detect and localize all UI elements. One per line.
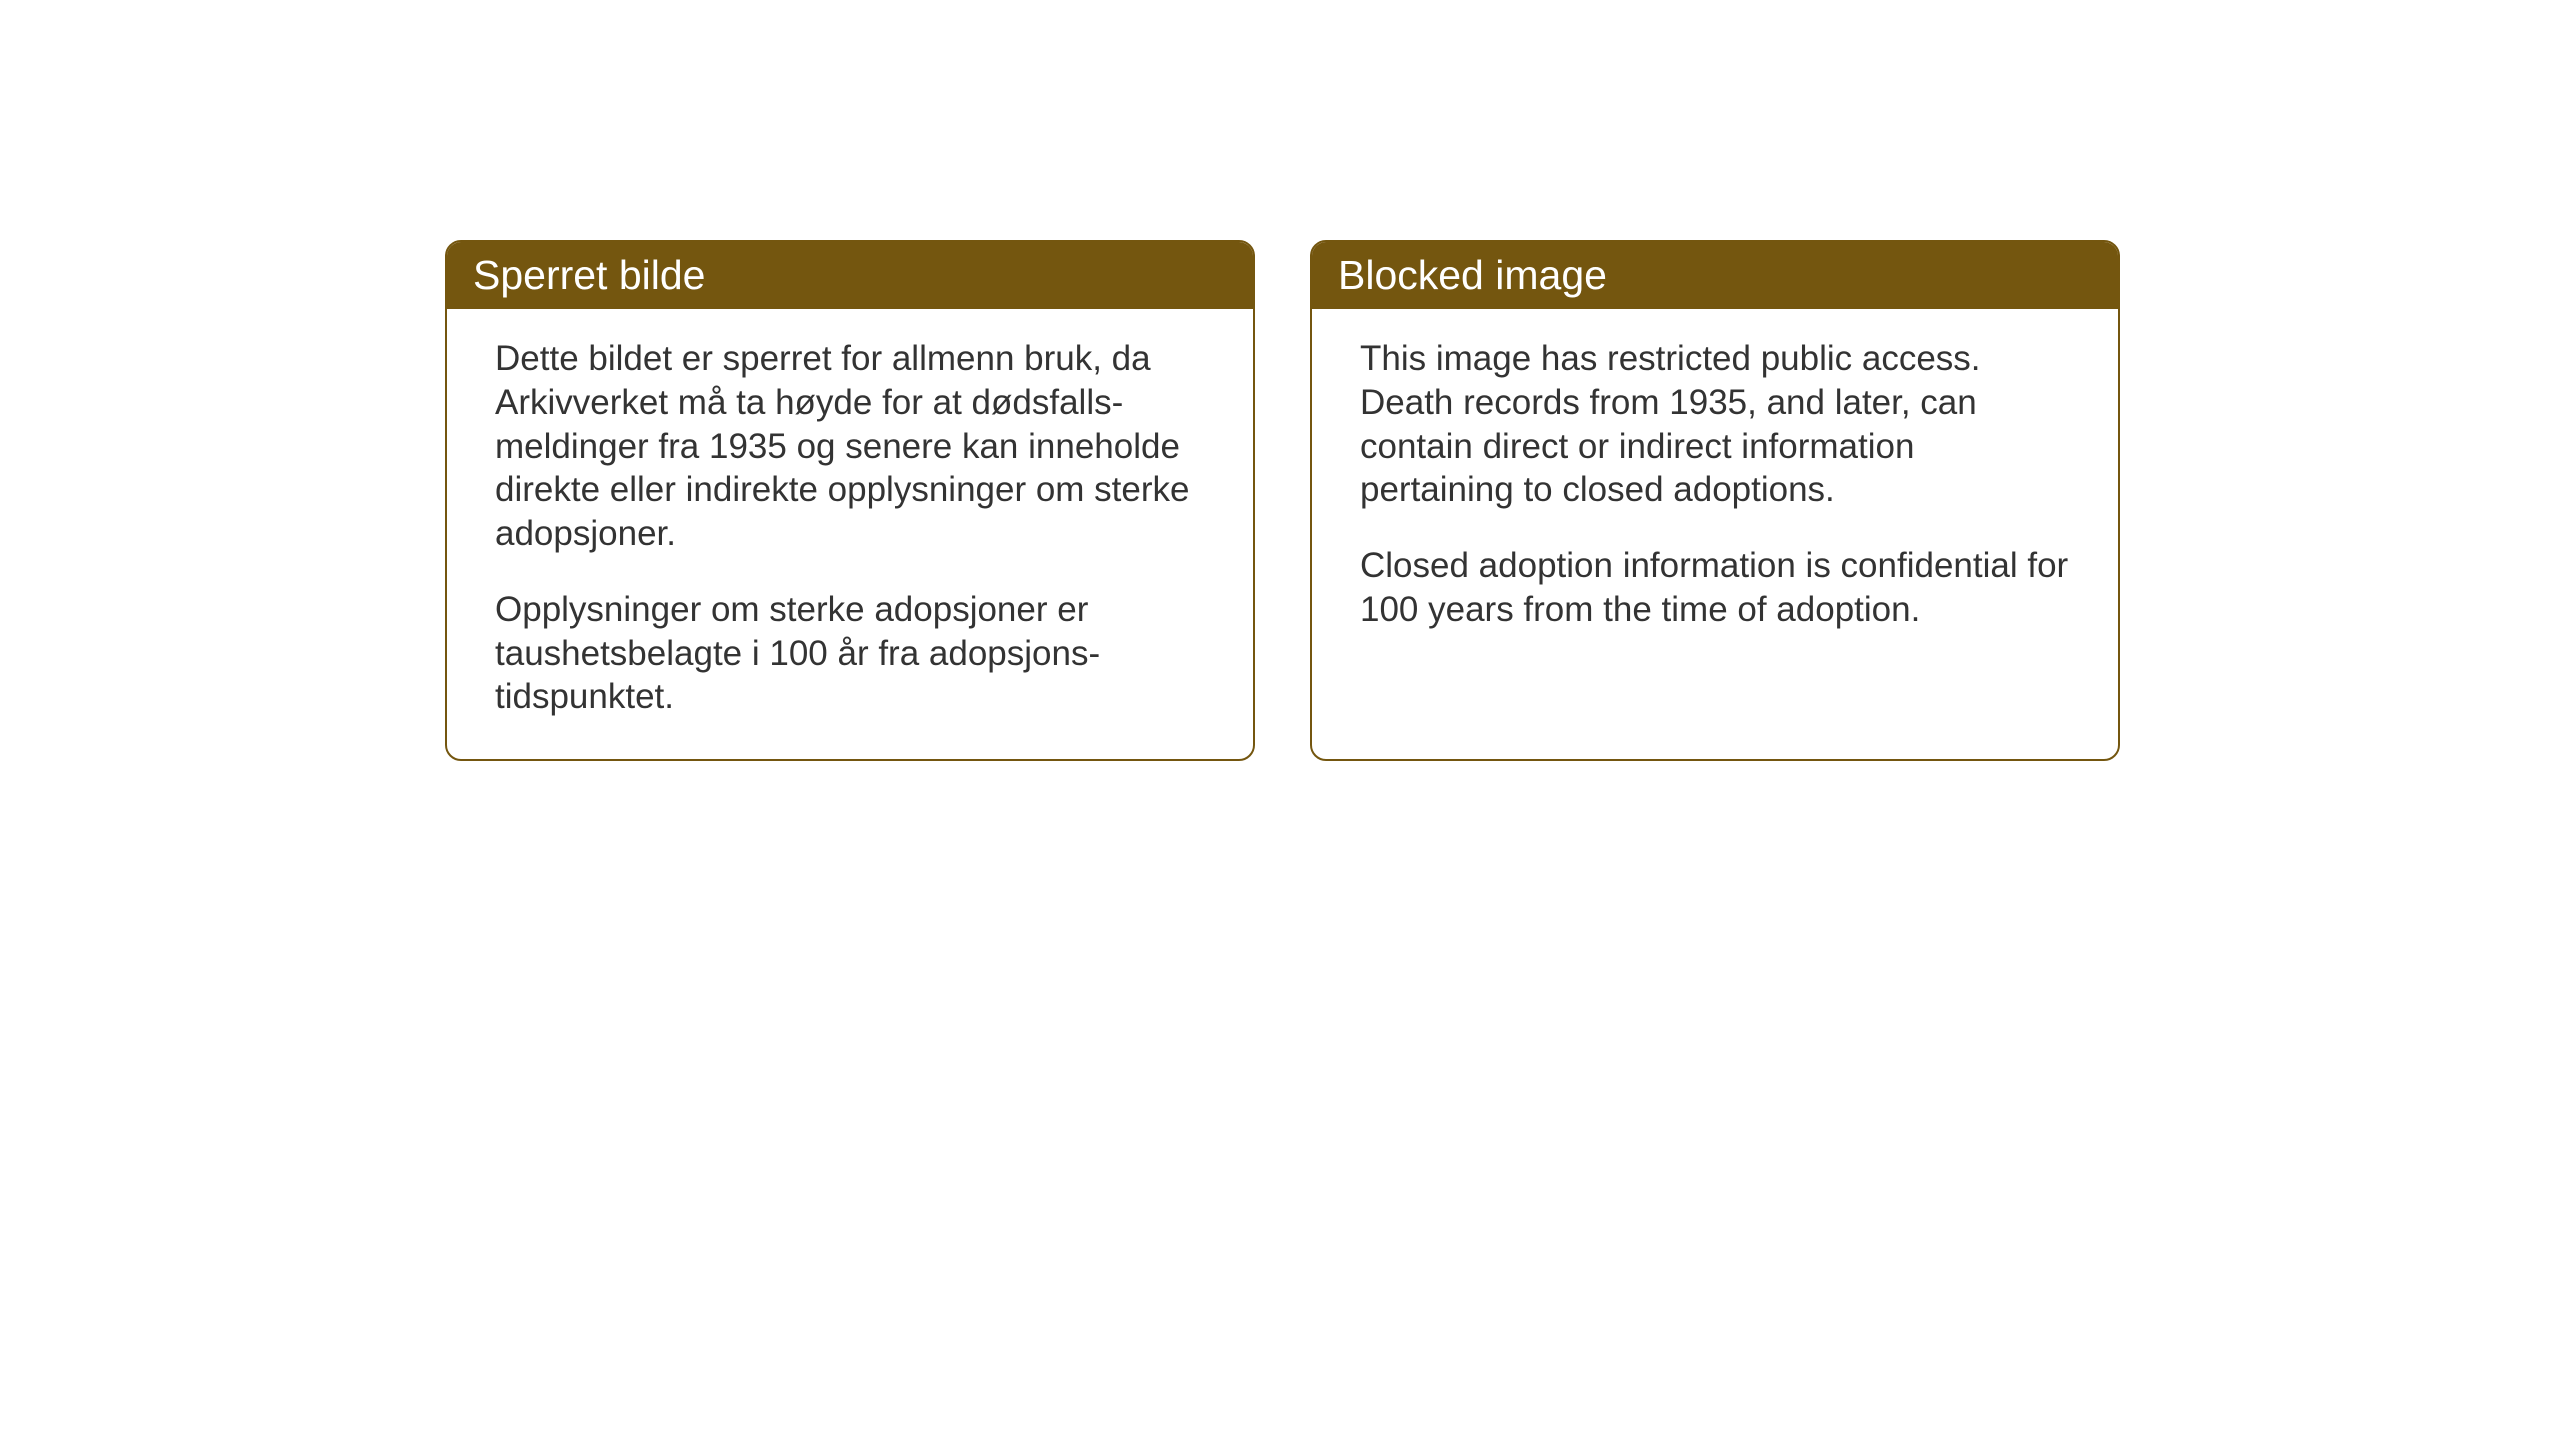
card-body-norwegian: Dette bildet er sperret for allmenn bruk… [447, 309, 1253, 759]
card-header-norwegian: Sperret bilde [447, 242, 1253, 309]
card-paragraph: Opplysninger om sterke adopsjoner er tau… [495, 588, 1205, 719]
card-body-english: This image has restricted public access.… [1312, 309, 2118, 672]
card-paragraph: This image has restricted public access.… [1360, 337, 2070, 512]
card-header-english: Blocked image [1312, 242, 2118, 309]
card-paragraph: Dette bildet er sperret for allmenn bruk… [495, 337, 1205, 556]
notice-container: Sperret bilde Dette bildet er sperret fo… [445, 240, 2120, 761]
card-paragraph: Closed adoption information is confident… [1360, 544, 2070, 632]
notice-card-norwegian: Sperret bilde Dette bildet er sperret fo… [445, 240, 1255, 761]
notice-card-english: Blocked image This image has restricted … [1310, 240, 2120, 761]
